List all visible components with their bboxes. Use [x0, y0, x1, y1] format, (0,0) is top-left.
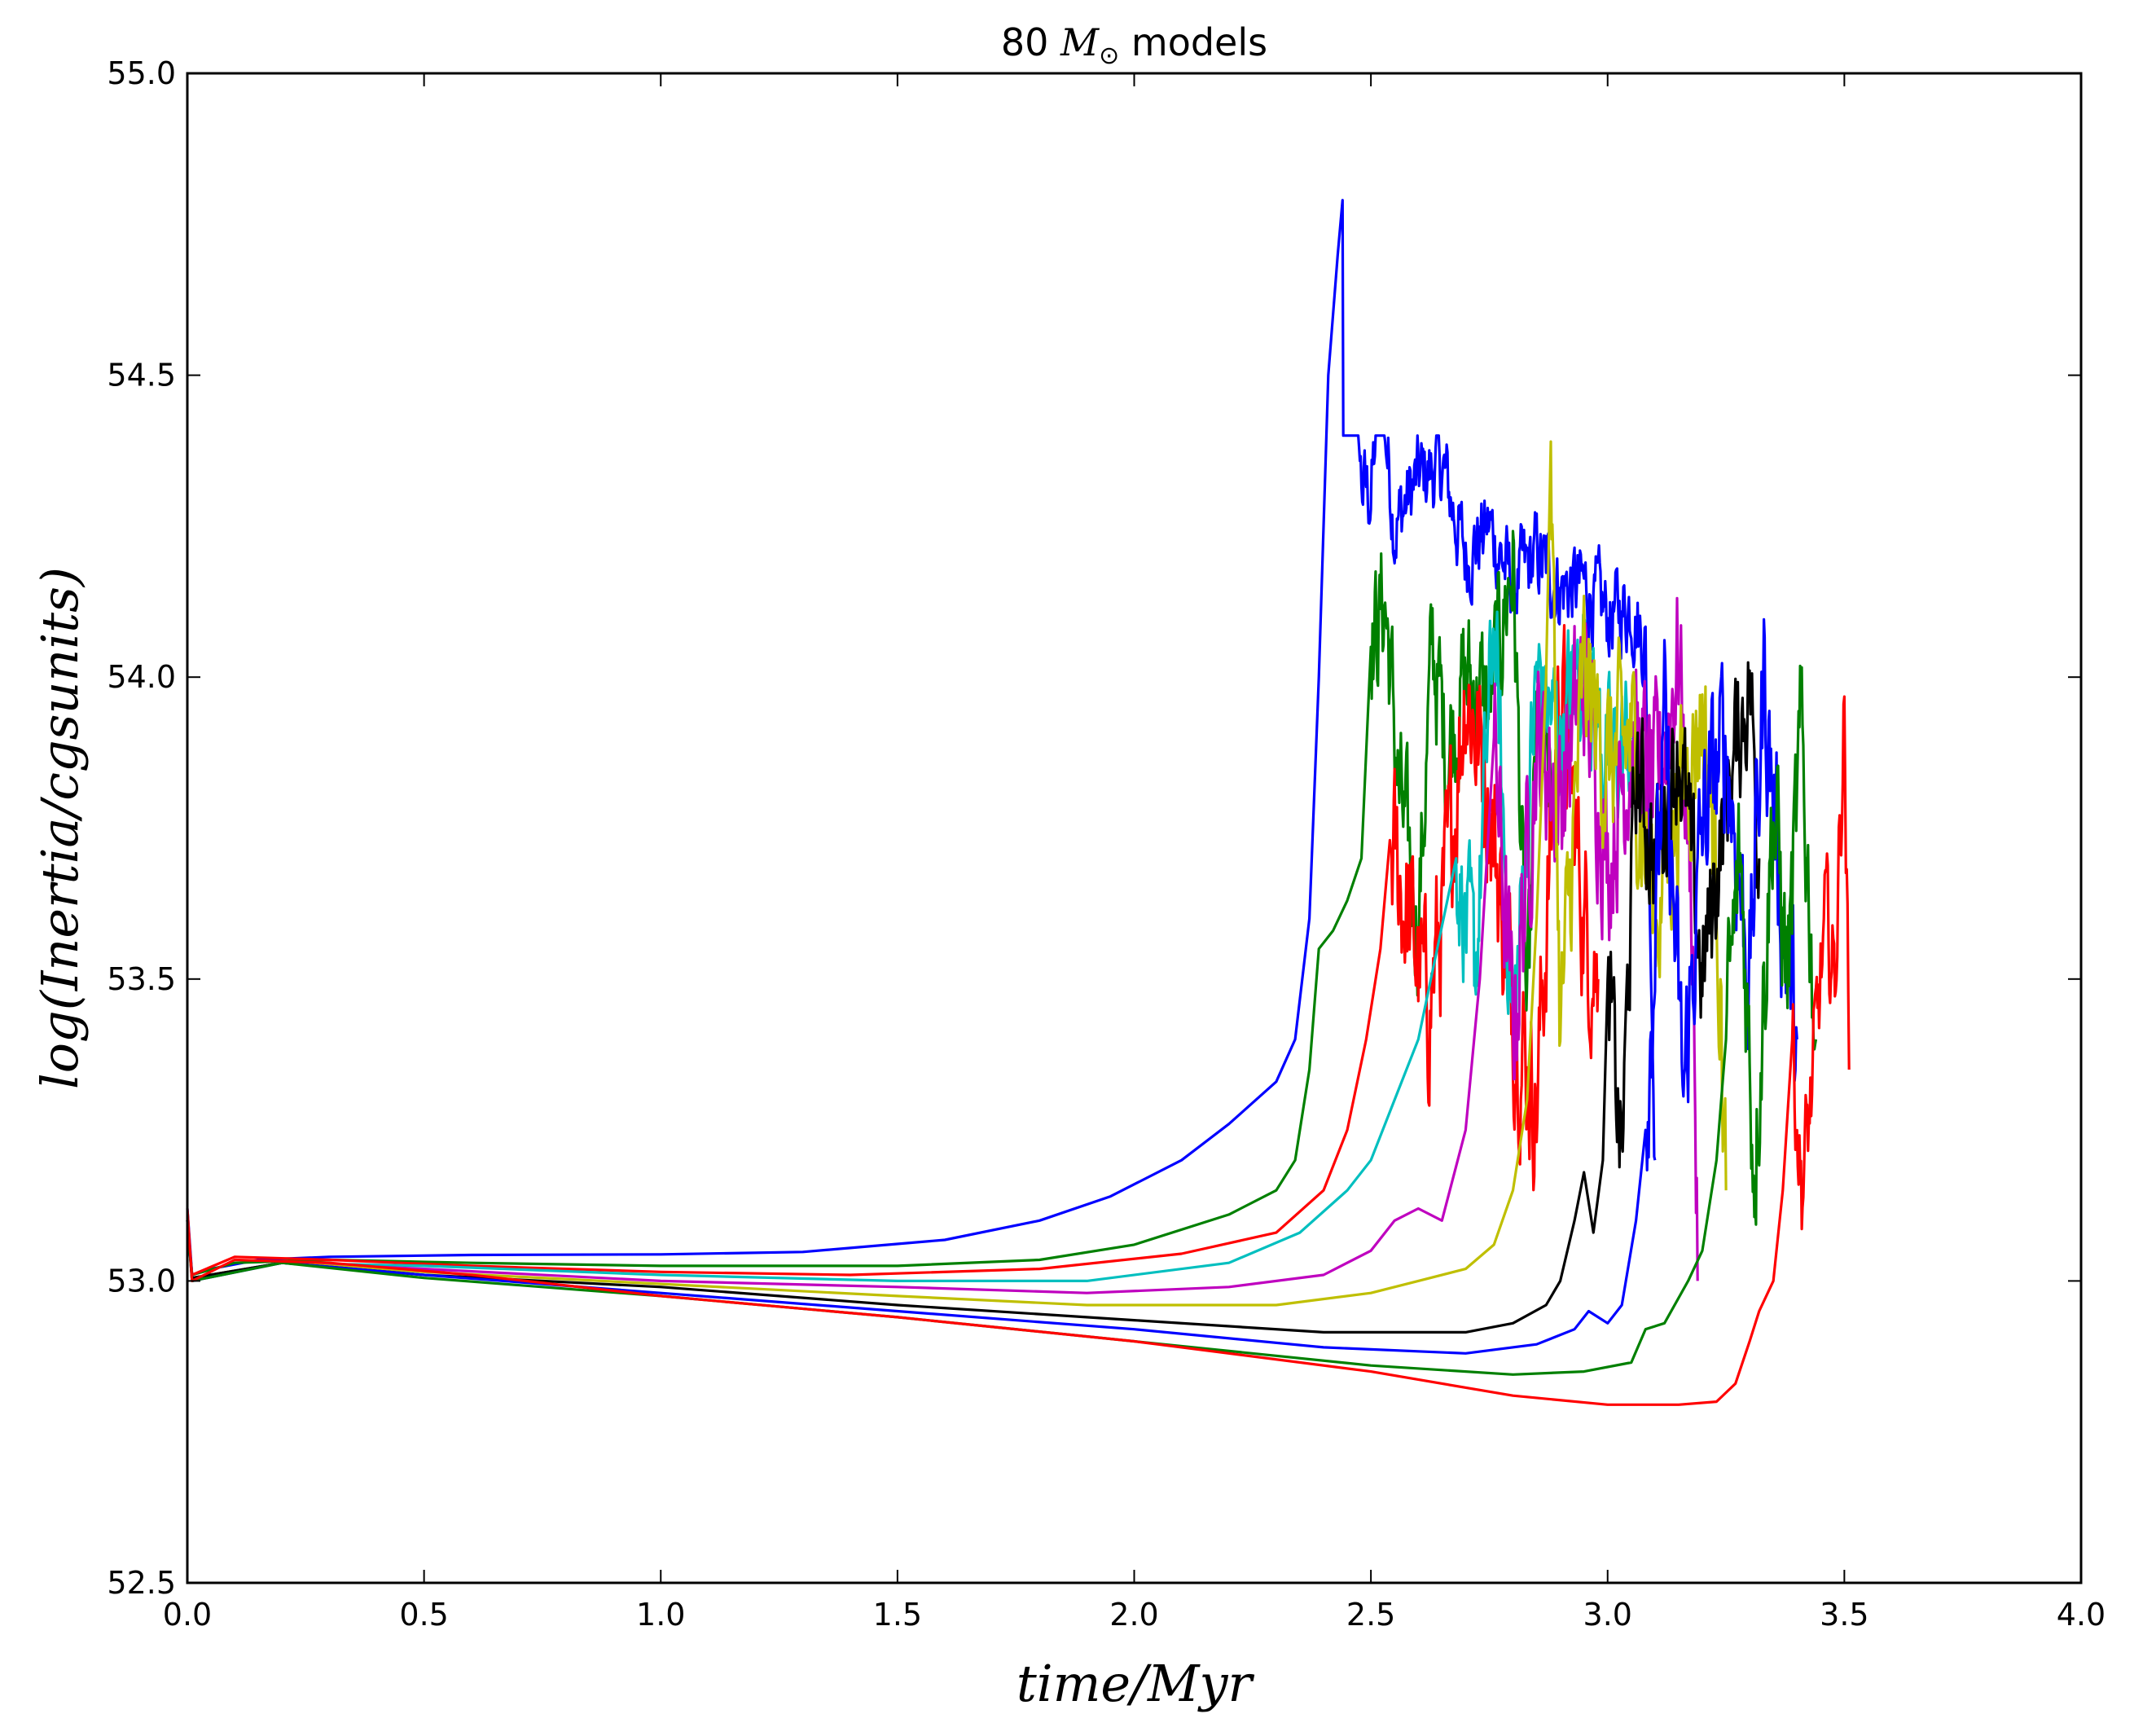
- chart-title-math: M: [1060, 20, 1100, 64]
- chart-title-prefix: 80: [1001, 20, 1060, 64]
- x-tick-label: 2.0: [1109, 1597, 1158, 1633]
- x-tick-label: 3.5: [1820, 1597, 1868, 1633]
- x-axis-label: time/Myr: [1017, 1654, 1255, 1713]
- y-tick-label: 53.0: [107, 1263, 176, 1299]
- x-tick-label: 0.0: [163, 1597, 212, 1633]
- series-line-1: [186, 199, 1657, 1277]
- series-line-9: [186, 664, 1818, 1376]
- chart-title-suffix: models: [1119, 20, 1267, 64]
- y-tick-label: 52.5: [107, 1565, 176, 1601]
- y-tick-label: 54.0: [107, 659, 176, 695]
- x-tick-label: 0.5: [399, 1597, 448, 1633]
- series-line-10: [186, 695, 1851, 1406]
- plot-lines: [186, 199, 1851, 1406]
- x-tick-label: 2.5: [1346, 1597, 1395, 1633]
- y-tick-label: 53.5: [107, 961, 176, 997]
- x-tick-label: 4.0: [2057, 1597, 2105, 1633]
- x-tick-label: 1.5: [873, 1597, 922, 1633]
- x-tick-label: 3.0: [1583, 1597, 1632, 1633]
- chart-title: 80 M⊙ models: [1001, 20, 1267, 70]
- series-line-6: [186, 440, 1728, 1307]
- y-tick-label: 55.0: [107, 55, 176, 91]
- series-line-8: [186, 617, 1798, 1355]
- chart-title-sub: ⊙: [1099, 42, 1119, 70]
- series-line-2: [186, 530, 1552, 1277]
- axis-ticks: 0.0 0.5 1.0 1.5 2.0 2.5 3.0 3.5 4.0 52.5 53.0 53.5 5…: [107, 55, 2105, 1633]
- series-line-3: [186, 624, 1600, 1277]
- x-tick-label: 1.0: [636, 1597, 685, 1633]
- y-axis-label: log(Inertia/cgsunits): [30, 567, 90, 1089]
- y-tick-label: 54.5: [107, 358, 176, 393]
